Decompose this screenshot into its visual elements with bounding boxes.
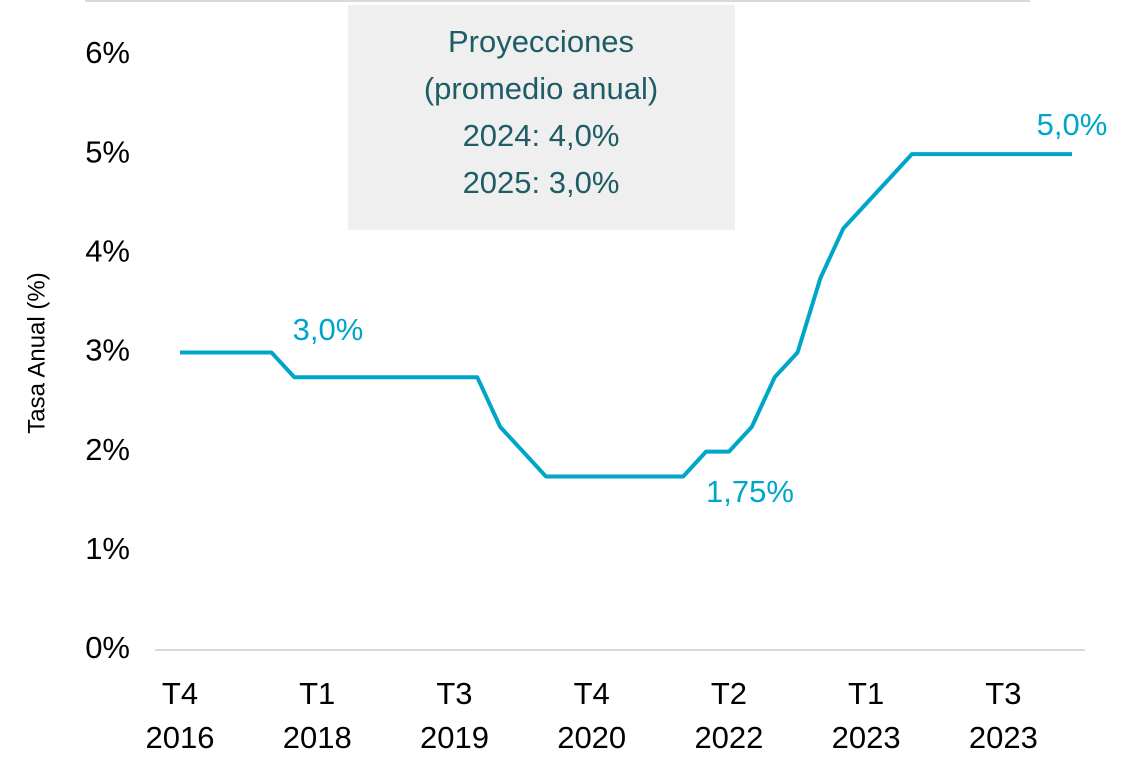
x-tick-label: T4 2020 [557,676,627,755]
annotation: 5,0% [1037,107,1108,142]
y-tick-label: 1% [85,531,130,566]
x-tick-label: T4 2016 [145,676,215,755]
y-tick-label: 6% [85,35,130,70]
x-tick-label: T2 2022 [694,676,764,755]
box-text: (promedio anual) [424,71,658,106]
y-tick-label: 0% [85,630,130,665]
annotation: 1,75% [706,474,794,509]
y-tick-label: 2% [85,432,130,467]
x-tick-label: T1 2023 [831,676,901,755]
y-axis-title: Tasa Anual (%) [23,272,50,433]
x-tick-label: T1 2018 [282,676,352,755]
y-tick-label: 3% [85,333,130,368]
box-text: 2024: 4,0% [463,118,620,153]
box-text: 2025: 3,0% [463,165,620,200]
y-tick-label: 5% [85,134,130,169]
annotation: 3,0% [293,312,364,347]
projection-box [348,5,735,230]
y-tick-label: 4% [85,234,130,269]
x-tick-label: T3 2023 [968,676,1038,755]
x-tick-label: T3 2019 [419,676,489,755]
box-text: Proyecciones [448,24,634,59]
line [180,152,1072,479]
